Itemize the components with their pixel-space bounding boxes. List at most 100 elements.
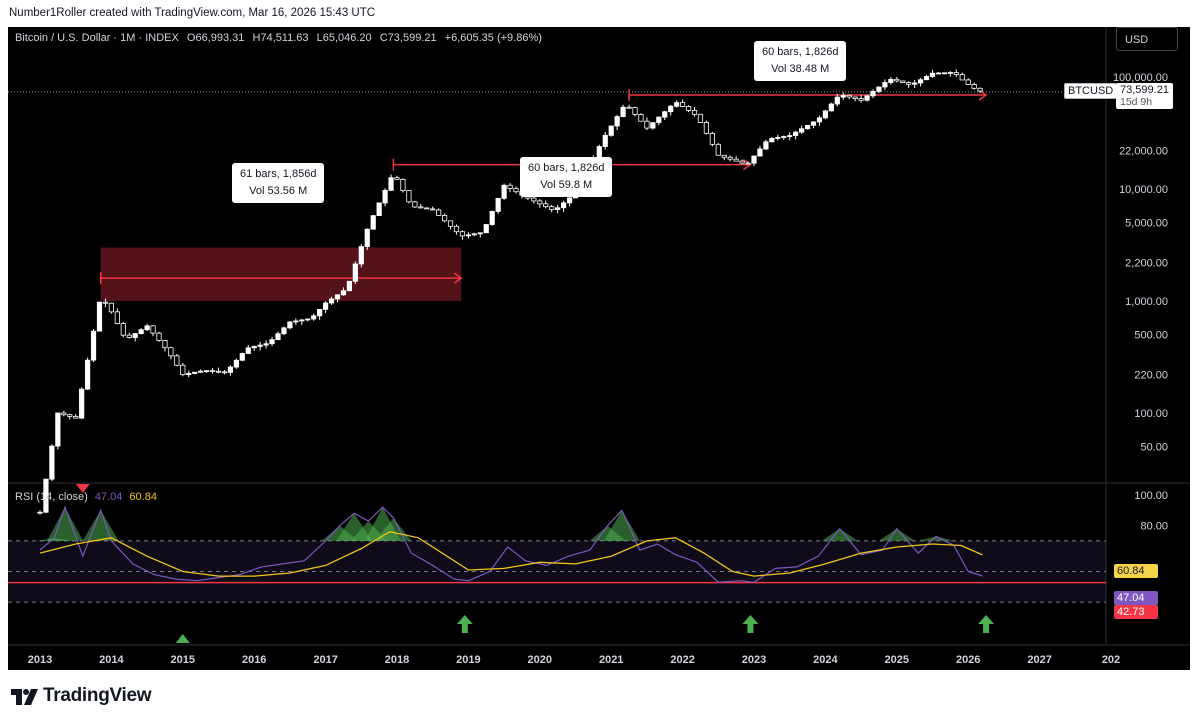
candle-body [834, 96, 840, 105]
candle-body [816, 117, 823, 123]
candle-body [67, 414, 73, 417]
candle-body [912, 82, 918, 85]
candle-body [929, 72, 936, 77]
price-tick-label: 22,000.00 [1119, 146, 1168, 158]
candle-body [626, 106, 632, 109]
tradingview-logo[interactable]: TradingView [11, 685, 152, 711]
time-tick-label: 2025 [885, 654, 909, 666]
time-tick-label: 2023 [742, 654, 766, 666]
candle-body [561, 202, 567, 209]
candle-body [150, 325, 156, 334]
rsi-legend: RSI (14, close) 47.04 60.84 [15, 491, 157, 503]
candle-body [471, 233, 477, 236]
candle-body [209, 370, 216, 373]
candle-body [721, 154, 727, 158]
signal-up-arrow [978, 615, 995, 633]
candle-body [436, 209, 442, 216]
candle-body [346, 280, 353, 292]
candle-body [221, 371, 228, 374]
measure-callout-1: 61 bars, 1,856d Vol 53.56 M [232, 163, 325, 203]
candle-body [971, 84, 977, 89]
time-tick-label: 2024 [813, 654, 838, 666]
candle-body [804, 124, 811, 130]
price-tick-label: 100,000.00 [1113, 72, 1168, 84]
candle-body [287, 321, 293, 329]
candle-body [334, 294, 341, 300]
candle-body [394, 177, 400, 180]
tradingview-logo-icon [11, 689, 38, 705]
chart-frame[interactable]: 100,000.00 22,000.00 10,000.00 5,000.00 2,20… [8, 27, 1190, 670]
candle-body [430, 208, 436, 211]
candle-body [352, 263, 358, 282]
candle-body [697, 113, 704, 123]
candle-body [447, 220, 454, 227]
time-tick-label: 2015 [171, 654, 195, 666]
candle-body [340, 290, 347, 296]
measure-arrow-2 [742, 159, 752, 171]
candle-body [73, 416, 79, 419]
candle-body [37, 511, 43, 514]
callout-bars: 61 bars, 1,856d [240, 168, 317, 180]
rsi-band-fill [8, 540, 1106, 603]
candle-body [275, 333, 281, 341]
measure-arrow-1 [453, 272, 463, 284]
candle-body [174, 355, 180, 366]
candle-body [108, 302, 114, 313]
candle-body [495, 197, 501, 212]
candle-body [192, 371, 198, 374]
candle-body [858, 98, 864, 101]
candle-body [269, 339, 275, 345]
candle-body [328, 298, 335, 304]
candle-body [894, 78, 900, 82]
open-value: O66,993.31 [186, 32, 245, 44]
candle-body [888, 78, 894, 83]
rsi-overbought-fill [821, 528, 858, 541]
rsi-overbought-fill [82, 510, 119, 541]
candle-body [388, 177, 394, 191]
candle-body [144, 325, 150, 331]
price-tick-label: 50.00 [1140, 442, 1168, 454]
candle-body [281, 327, 287, 335]
candle-body [453, 225, 460, 233]
high-value: H74,511.63 [252, 32, 309, 44]
candle-body [781, 136, 787, 138]
rsi-title[interactable]: RSI (14, close) [15, 491, 88, 503]
currency-button[interactable]: USD [1116, 27, 1178, 51]
candle-body [656, 116, 662, 124]
candle-body [537, 200, 543, 205]
candle-body [138, 329, 144, 335]
time-tick-label: 2014 [99, 654, 124, 666]
candle-body [852, 96, 858, 100]
candle-body [685, 106, 692, 111]
candle-body [668, 105, 674, 113]
signal-up-arrow [742, 615, 759, 633]
candle-body [709, 132, 715, 145]
candle-body [751, 155, 757, 164]
candle-body [739, 160, 745, 164]
candle-body [953, 72, 959, 75]
symbol-title[interactable]: Bitcoin / U.S. Dollar · 1M · INDEX [15, 32, 179, 44]
candle-body [43, 478, 49, 513]
signal-down-triangle [75, 484, 90, 493]
candle-body [364, 228, 370, 247]
candle-body [245, 347, 251, 354]
time-tick-label: 2021 [599, 654, 623, 666]
rsi-tick-label: 100.00 [1134, 490, 1168, 502]
candle-body [126, 334, 132, 338]
time-tick-label: 2026 [956, 654, 980, 666]
time-tick-label: 2017 [313, 654, 337, 666]
candle-body [299, 319, 305, 322]
time-tick-label: 2020 [528, 654, 552, 666]
chart-canvas[interactable]: 100,000.00 22,000.00 10,000.00 5,000.00 2,20… [8, 27, 1190, 670]
symbol-legend: Bitcoin / U.S. Dollar · 1M · INDEX O66,9… [15, 32, 547, 44]
candle-body [947, 72, 953, 74]
rsi-line [39, 505, 983, 583]
time-tick-label: 2027 [1027, 654, 1051, 666]
symbol-tag: BTCUSD [1064, 83, 1118, 99]
rsi-overbought-fill [878, 528, 915, 541]
candle-body [941, 72, 948, 75]
candle-body [358, 246, 364, 265]
candle-body [305, 318, 311, 321]
candle-body [293, 320, 299, 323]
candle-body [906, 82, 912, 85]
